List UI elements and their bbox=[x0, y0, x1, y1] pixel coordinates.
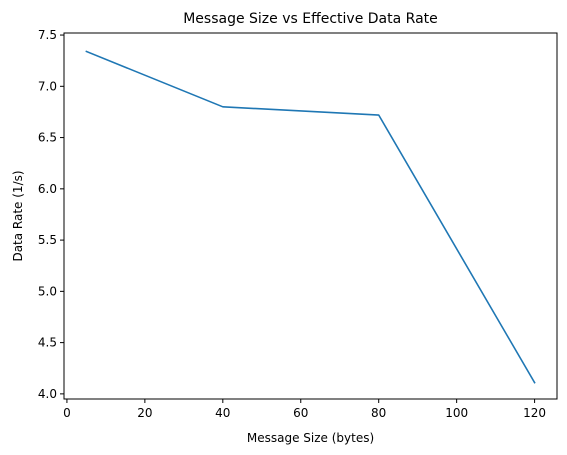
y-tick-label: 4.5 bbox=[38, 336, 57, 350]
x-tick-label: 80 bbox=[371, 406, 386, 420]
y-tick-label: 6.5 bbox=[38, 131, 57, 145]
plot-frame bbox=[63, 32, 558, 400]
x-tick-label: 60 bbox=[293, 406, 308, 420]
chart-title: Message Size vs Effective Data Rate bbox=[183, 11, 438, 27]
x-tick-label: 100 bbox=[445, 406, 468, 420]
x-tick-label: 0 bbox=[63, 406, 71, 420]
series-line bbox=[85, 50, 536, 384]
x-tick-label: 40 bbox=[215, 406, 230, 420]
y-tick-label: 5.5 bbox=[38, 233, 57, 247]
x-tick-label: 120 bbox=[523, 406, 546, 420]
y-tick-label: 5.0 bbox=[38, 284, 57, 298]
plot-area: 0 20 40 60 80 100 120 4.0 4.5 5.0 5.5 6.0 6.5 7.0 7.5 bbox=[38, 28, 558, 420]
y-tick-label: 6.0 bbox=[38, 182, 57, 196]
y-axis-label: Data Rate (1/s) bbox=[11, 170, 25, 261]
y-tick-label: 7.5 bbox=[38, 28, 57, 42]
y-tick-label: 4.0 bbox=[38, 387, 57, 401]
y-tick-label: 7.0 bbox=[38, 79, 57, 93]
x-axis-label: Message Size (bytes) bbox=[247, 431, 374, 445]
x-tick-label: 20 bbox=[137, 406, 152, 420]
